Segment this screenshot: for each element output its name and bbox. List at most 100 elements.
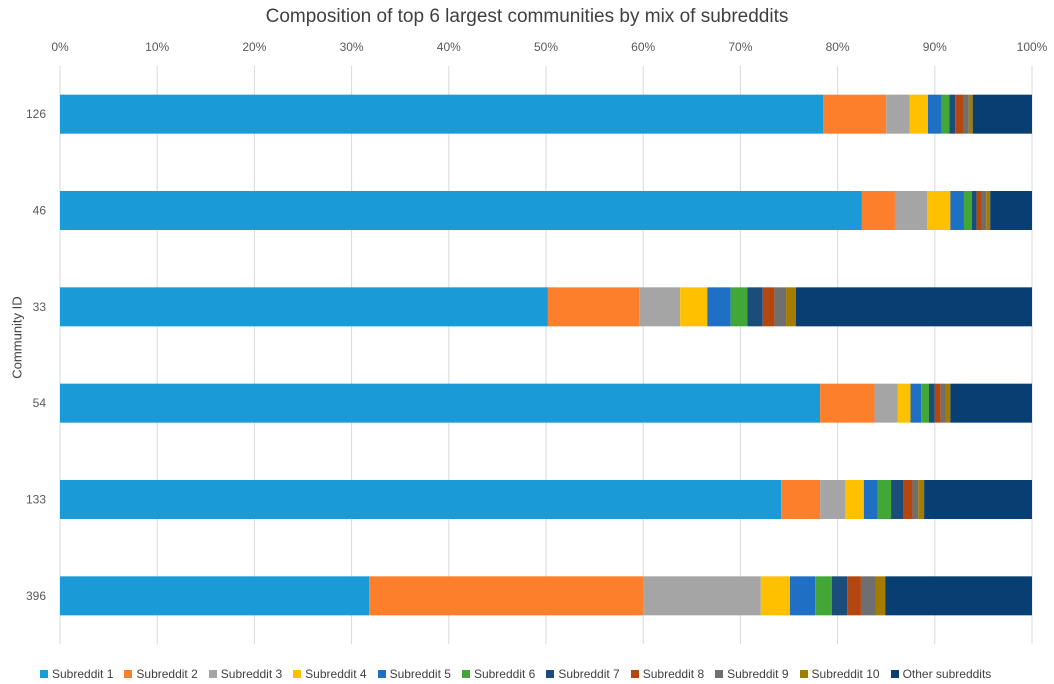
bar-segment: [949, 94, 956, 134]
bar-segment: [762, 287, 775, 327]
bar-segment: [823, 94, 887, 134]
legend-swatch: [377, 670, 386, 678]
bar-segment: [909, 94, 928, 134]
bar-segment: [877, 480, 892, 519]
bar-segment: [990, 191, 1032, 230]
legend-swatch: [546, 670, 555, 678]
y-tick-label: 133: [26, 493, 46, 507]
x-tick-label: 90%: [923, 40, 947, 54]
bar-segment: [60, 480, 782, 519]
bar-segment: [986, 191, 991, 230]
y-tick-label: 126: [26, 107, 46, 121]
bar-segment: [918, 480, 925, 519]
legend-label: Other subreddits: [902, 667, 992, 681]
x-tick-label: 40%: [437, 40, 461, 54]
bar-segment: [934, 383, 941, 423]
x-tick-label: 20%: [242, 40, 266, 54]
bar-segment: [927, 94, 942, 134]
x-tick-label: 100%: [1017, 40, 1048, 54]
bar-segment: [795, 287, 1032, 327]
legend-label: Subreddit 7: [558, 667, 620, 681]
bar-segment: [874, 383, 898, 423]
chart-title: Composition of top 6 largest communities…: [265, 6, 789, 27]
y-tick-label: 396: [26, 589, 46, 603]
bar-segment: [950, 191, 964, 230]
bar-segment: [875, 576, 886, 616]
x-tick-label: 60%: [631, 40, 655, 54]
legend: Subreddit 1 Subreddit 2 Subreddit 3 Subredd…: [40, 667, 1040, 681]
bar-segment: [730, 287, 748, 327]
x-tick-label: 80%: [826, 40, 850, 54]
bar-segment: [968, 94, 973, 134]
bar-segment: [60, 94, 824, 134]
y-tick-label: 54: [33, 396, 47, 410]
bar-segment: [976, 191, 982, 230]
bar-segment: [928, 383, 935, 423]
legend-label: Subreddit 4: [305, 667, 367, 681]
legend-swatch: [40, 670, 48, 678]
legend-item: Other subreddits: [890, 667, 992, 681]
legend-label: Subreddit 5: [389, 667, 451, 681]
x-tick-label: 50%: [534, 40, 558, 54]
bar-segment: [781, 480, 821, 519]
y-tick-label: 33: [33, 300, 47, 314]
bar-segment: [861, 191, 895, 230]
bar-segment: [981, 191, 987, 230]
bar-segment: [60, 191, 862, 230]
legend-item: Subreddit 8: [630, 667, 704, 681]
bar-segment: [897, 383, 911, 423]
bar-segment: [643, 576, 761, 616]
legend-swatch: [630, 670, 639, 678]
bar-segment: [639, 287, 681, 327]
bar-segment: [60, 287, 548, 327]
bar-segment: [941, 94, 950, 134]
bar-segment: [774, 287, 787, 327]
legend-item: Subreddit 4: [293, 667, 367, 681]
bar-segment: [845, 480, 864, 519]
bar-segment: [789, 576, 816, 616]
bar-segment: [680, 287, 708, 327]
bar-segment: [860, 576, 876, 616]
bar-segment: [972, 94, 1032, 134]
bar-segment: [921, 383, 929, 423]
bar-segment: [863, 480, 878, 519]
bar-segment: [885, 576, 1032, 616]
bar-segment: [820, 383, 875, 423]
legend-swatch: [293, 670, 302, 678]
legend-label: Subreddit 1: [52, 667, 114, 681]
y-axis-label: Community ID: [9, 296, 25, 379]
bar-segment: [955, 94, 963, 134]
bar-segment: [971, 191, 977, 230]
bar-segment: [894, 191, 928, 230]
legend-label: Subreddit 3: [220, 667, 283, 681]
legend-swatch: [208, 670, 217, 678]
legend-item: Subreddit 3: [208, 667, 283, 681]
bar-segment: [60, 383, 821, 423]
legend-label: Subreddit 9: [727, 667, 789, 681]
bar-segment: [369, 576, 644, 616]
x-tick-label: 0%: [51, 40, 69, 54]
legend-item: Subreddit 7: [546, 667, 620, 681]
bar-segment: [950, 383, 1032, 423]
bar-segment: [912, 480, 919, 519]
bar-segment: [910, 383, 922, 423]
x-tick-label: 30%: [340, 40, 364, 54]
legend-swatch: [799, 670, 808, 678]
bar-segment: [962, 94, 969, 134]
bar-segment: [963, 191, 972, 230]
bar-segment: [820, 480, 846, 519]
y-tick-label: 46: [33, 204, 47, 218]
bar-segment: [891, 480, 904, 519]
bar-segment: [927, 191, 951, 230]
legend-item: Subreddit 1: [40, 667, 113, 681]
bar-segment: [707, 287, 731, 327]
x-tick-label: 70%: [728, 40, 752, 54]
bar-segment: [760, 576, 790, 616]
bar-segment: [945, 383, 951, 423]
legend-item: Subreddit 10: [799, 667, 880, 681]
bar-segment: [903, 480, 913, 519]
x-tick-label: 10%: [145, 40, 169, 54]
legend-label: Subreddit 2: [136, 667, 198, 681]
legend-swatch: [715, 670, 724, 678]
legend-item: Subreddit 6: [461, 667, 535, 681]
